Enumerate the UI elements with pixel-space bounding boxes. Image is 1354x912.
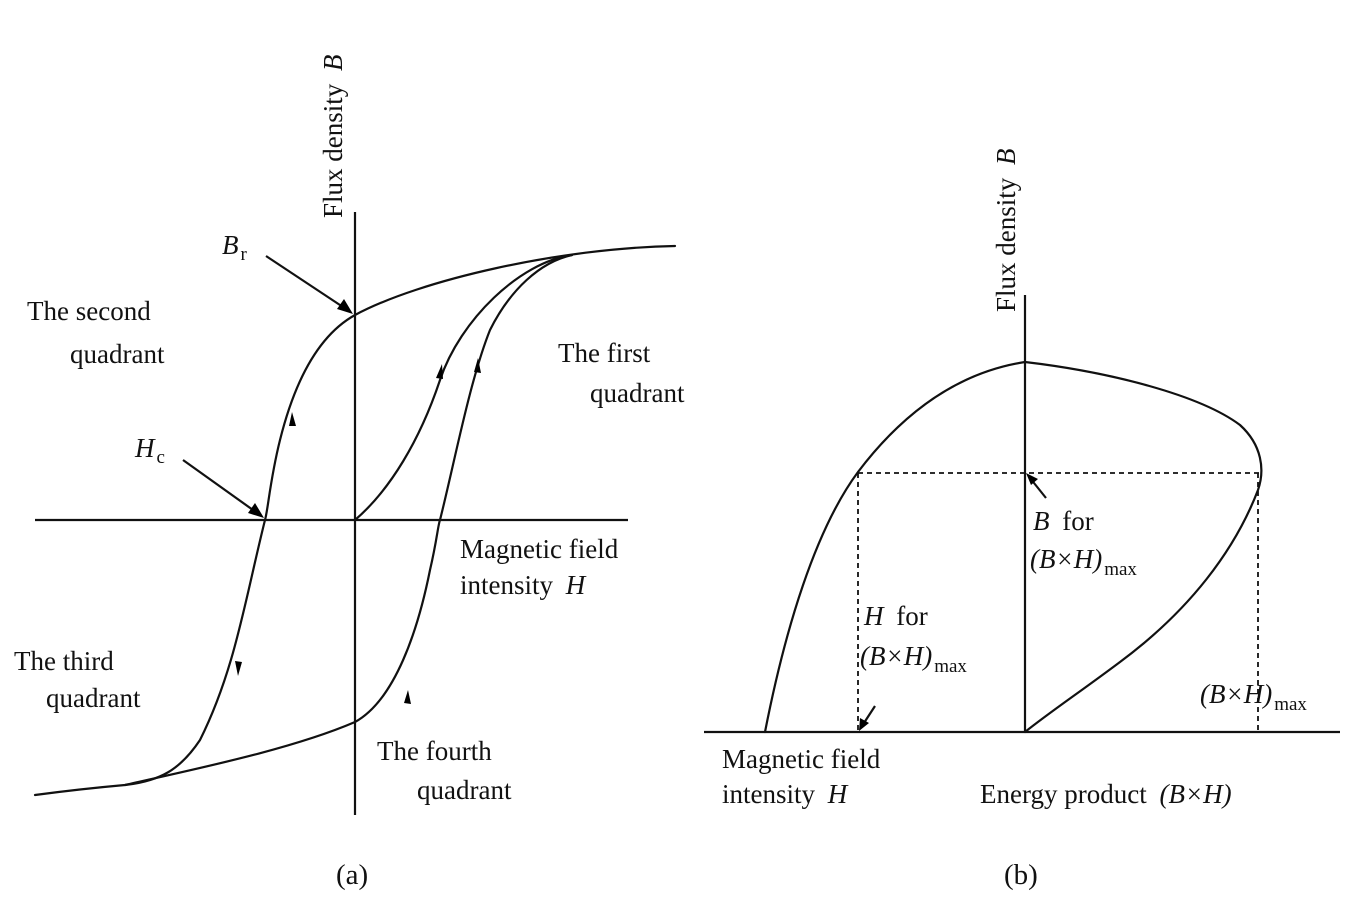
arrow-ascending-upper (474, 358, 481, 373)
ascending-branch (123, 253, 574, 787)
b-for-pointer-head (1026, 473, 1038, 485)
panel-a-x-axis-label-line2: intensity H (460, 570, 587, 600)
panel-b-caption: (b) (1004, 859, 1038, 891)
b-for-label: B for (1033, 506, 1094, 536)
second-quadrant-label-line2: quadrant (70, 339, 165, 369)
fourth-quadrant-label-line2: quadrant (417, 775, 512, 805)
panel-b-y-axis-label: Flux density B (991, 148, 1021, 312)
h-for-expression: (B×H) max (860, 641, 967, 677)
panel-a-y-axis-label: Flux density B (318, 54, 348, 218)
first-quadrant-label-line2: quadrant (590, 378, 685, 408)
h-for-label: H for (863, 601, 928, 631)
hc-pointer (182, 459, 261, 516)
initial-magnetization-curve (353, 253, 574, 522)
arrow-initial-curve (436, 364, 443, 379)
panel-a-caption: (a) (336, 859, 368, 891)
first-quadrant-label: The first (558, 338, 651, 368)
b-for-expression: (B×H) max (1030, 544, 1137, 580)
arrow-ascending-lower (404, 690, 411, 704)
third-quadrant-label: The third (14, 646, 114, 676)
fourth-quadrant-label: The fourth (377, 736, 492, 766)
energy-product-curve (1023, 360, 1263, 734)
arrow-descending-upper (289, 412, 296, 426)
third-quadrant-label-line2: quadrant (46, 683, 141, 713)
hc-pointer-head (248, 503, 264, 518)
h-for-pointer-head (859, 718, 869, 731)
panel-b-h-axis-label: Magnetic field (722, 744, 881, 774)
bh-max-label: (B×H) max (1200, 679, 1307, 715)
arrow-descending-lower (235, 661, 242, 676)
panel-b: Flux density B B for (B×H) max H for (B×H… (704, 148, 1340, 891)
demagnetization-curve (763, 360, 1027, 734)
br-pointer-head (337, 299, 353, 314)
second-quadrant-label: The second (27, 296, 151, 326)
panel-a-x-axis-label: Magnetic field (460, 534, 619, 564)
panel-b-h-axis-label-line2: intensity H (722, 779, 849, 809)
br-pointer (265, 255, 350, 312)
energy-product-axis-label: Energy product (B×H) (980, 779, 1232, 809)
